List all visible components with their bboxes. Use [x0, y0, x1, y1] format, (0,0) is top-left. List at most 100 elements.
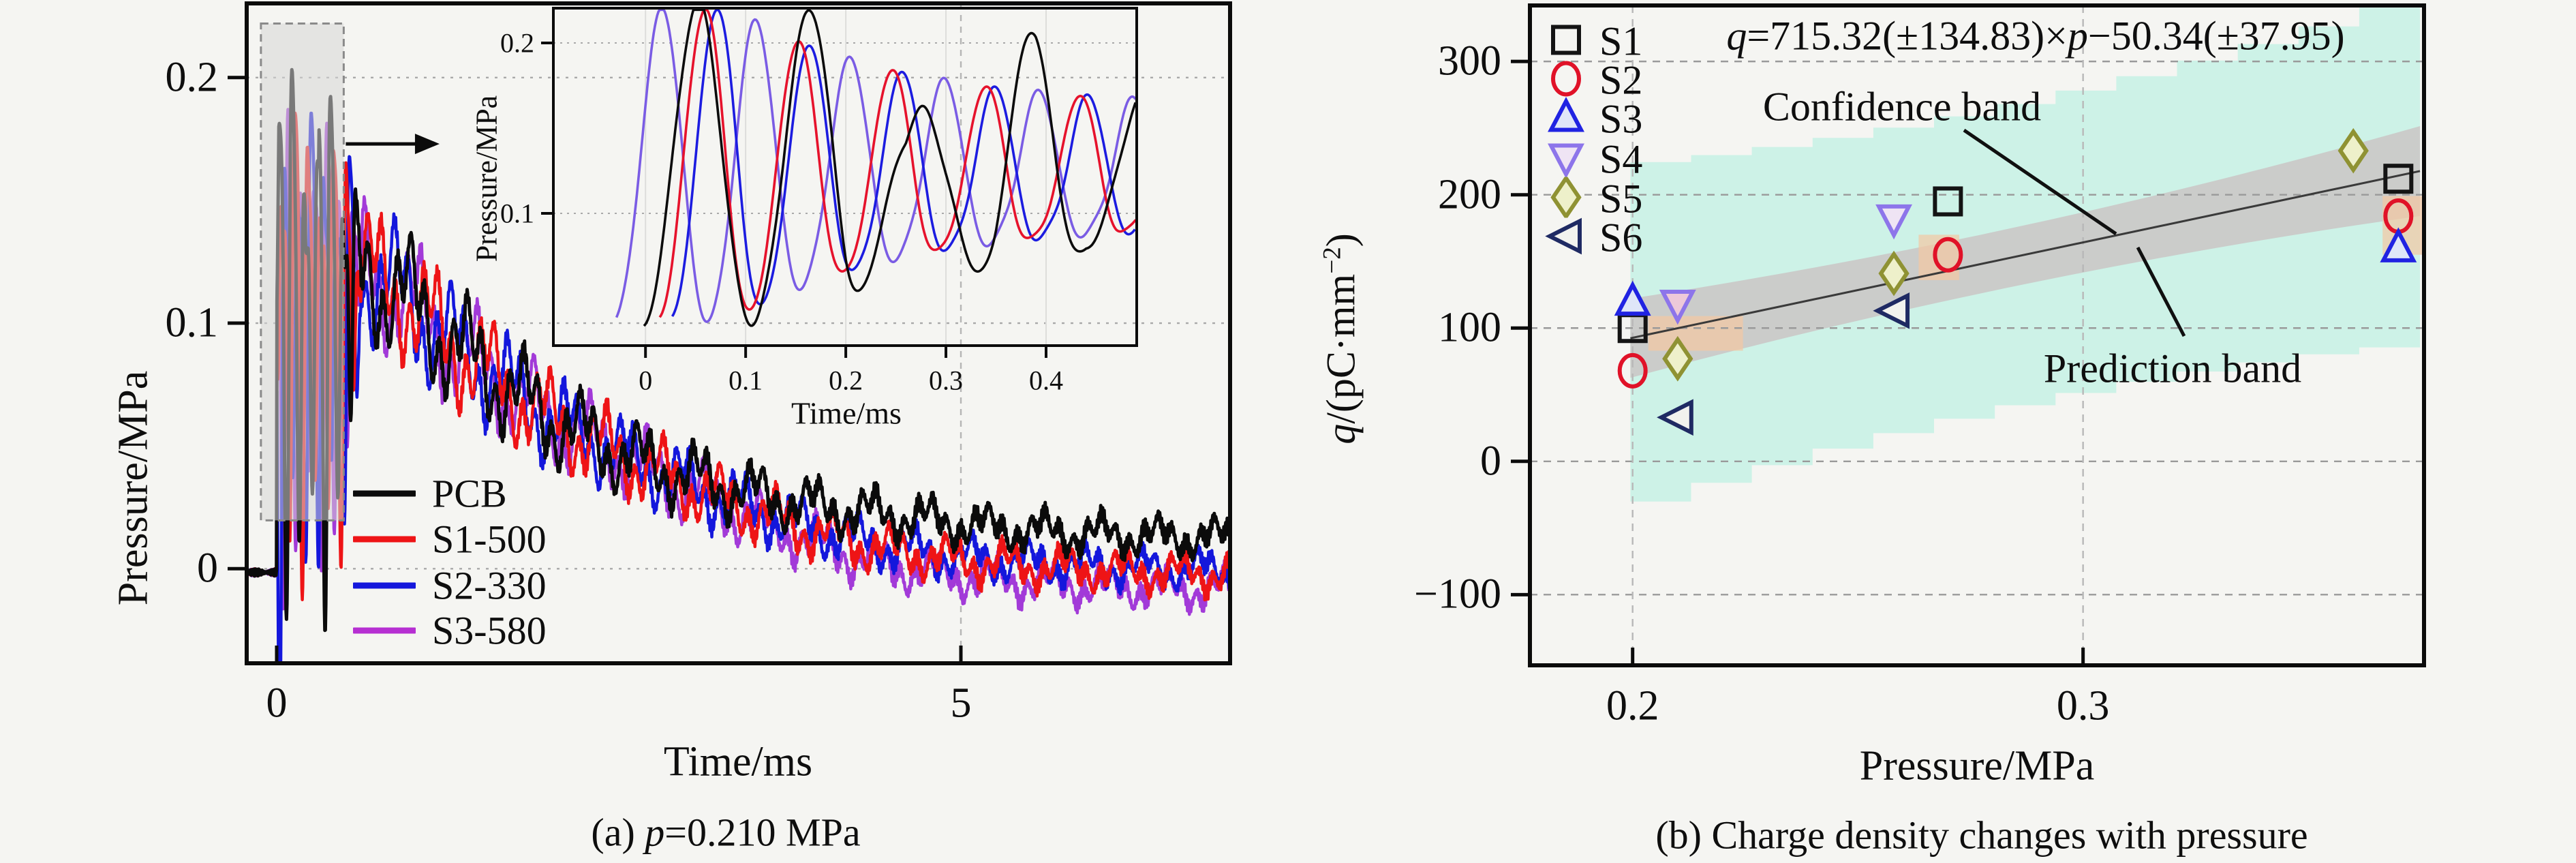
inset-y-axis-label: Pressure/MPa	[470, 95, 504, 262]
legend-item-s6: S6	[1542, 215, 1642, 262]
legend-label-pcb: PCB	[432, 471, 507, 516]
scatter-point-S2-0	[1617, 352, 1648, 389]
regression-equation: q=715.32(±134.83)×p−50.34(±37.95)	[1726, 13, 2344, 60]
equation-intercept: −50.34(±37.95)	[2087, 13, 2345, 59]
legend-label-s4: S4	[1599, 136, 1643, 182]
legend-label-s5: S5	[1599, 176, 1643, 222]
legend-item-pcb: PCB	[353, 471, 507, 517]
inset-ytick-label-0.2: 0.2	[500, 27, 534, 59]
legend-swatch-pcb	[353, 490, 416, 497]
left-ytick-label-0.1: 0.1	[165, 299, 219, 346]
scatter-point-S1-1	[1933, 186, 1963, 217]
legend-marker-s5	[1542, 175, 1590, 222]
scatter-point-S3-0	[1614, 280, 1651, 316]
caption-a-pressure-symbol: p	[645, 810, 665, 855]
equation-q: q	[1726, 13, 1747, 59]
legend-label-s1: S1	[1599, 18, 1643, 64]
legend-marker-s3	[1542, 97, 1590, 142]
legend-marker-svg-S4	[1548, 143, 1584, 179]
right-ylabel-q: q	[1318, 423, 1364, 444]
caption-a-value: =0.210 MPa	[664, 810, 861, 855]
scatter-point-S5-2	[2337, 127, 2369, 174]
fit-line	[1630, 170, 2421, 339]
caption-a-prefix: (a)	[591, 810, 645, 855]
left-xtick-label-5: 5	[950, 680, 972, 727]
scatter-point-S5-0	[1662, 335, 1693, 382]
left-chart	[228, 1, 1232, 665]
right-ylabel-exponent: −2	[1318, 247, 1347, 274]
scatter-point-S2-1	[1933, 237, 1963, 273]
legend-item-s3: S3	[1542, 96, 1642, 143]
right-ytick-label-0: 0	[1480, 438, 1501, 485]
inset-curve-S2-330	[671, 10, 1135, 318]
right-xtick-label-0.3: 0.3	[2056, 682, 2110, 729]
right-ytick-label-200: 200	[1438, 171, 1501, 218]
scatter-point-S5-1	[1878, 250, 1910, 297]
legend-label-s6: S6	[1599, 215, 1643, 260]
scatter-point-S1-2	[2383, 164, 2414, 194]
inset-xtick-label-0: 0	[639, 365, 653, 396]
left-curves	[248, 67, 1229, 662]
left-x-axis-label: Time/ms	[663, 738, 813, 785]
equation-slope: =715.32(±134.83)×	[1747, 13, 2068, 59]
legend-item-s5: S5	[1542, 175, 1643, 223]
legend-swatch-s2-330	[353, 582, 416, 589]
legend-marker-shape-S5	[1550, 175, 1582, 220]
inset-x-axis-label: Time/ms	[791, 395, 902, 431]
inset-xtick-label-0.2: 0.2	[829, 365, 863, 396]
legend-marker-shape-S4	[1548, 143, 1584, 179]
legend-marker-shape-S6	[1545, 217, 1582, 255]
legend-item-s2: S2	[1542, 57, 1642, 104]
legend-marker-s2	[1542, 59, 1590, 103]
zoom-arrow-head	[414, 134, 440, 155]
prediction-band-annotation: Prediction band	[2043, 346, 2302, 391]
scatter-point-S4-0	[1659, 290, 1696, 325]
equation-p: p	[2067, 13, 2088, 59]
legend-label-s3: S3	[1599, 96, 1643, 142]
scatter-point-S3-1	[2380, 227, 2417, 262]
inset-ytick-label-0.1: 0.1	[500, 198, 534, 229]
legend-marker-shape-S2	[1551, 61, 1581, 97]
inset-curves	[615, 10, 1135, 327]
right-ylabel-close: )	[1318, 233, 1364, 247]
confidence-band-annotation: Confidence band	[1762, 84, 2042, 130]
inset-border	[552, 7, 1138, 347]
inset-xtick-label-0.4: 0.4	[1029, 365, 1063, 396]
legend-swatch-s1-500	[353, 536, 416, 543]
scatter-point-S6-1	[1873, 292, 1910, 329]
legend-label-s3-580: S3-580	[432, 608, 547, 653]
legend-item-s2-330: S2-330	[353, 563, 547, 609]
prediction-pointer-line	[2136, 246, 2186, 337]
left-ytick-label-0: 0	[197, 545, 218, 592]
right-chart	[1511, 3, 2426, 667]
right-ytick-label-300: 300	[1438, 37, 1501, 85]
legend-marker-shape-S3	[1548, 97, 1584, 132]
left-xtick-label-0: 0	[266, 680, 288, 727]
legend-marker-shape-S1	[1551, 25, 1581, 55]
inset-xtick-label-0.1: 0.1	[729, 365, 763, 396]
left-ytick-label-0.2: 0.2	[165, 54, 219, 101]
confidence-band	[1630, 126, 2421, 378]
legend-item-s3-580: S3-580	[353, 608, 547, 654]
band-artifact-patch	[1648, 316, 1743, 351]
right-ytick-label-100: 100	[1438, 304, 1501, 351]
legend-item-s4: S4	[1542, 136, 1642, 183]
left-plot-border	[245, 1, 1232, 665]
right-plot-border	[1528, 3, 2426, 667]
confidence-pointer-line	[1963, 128, 2117, 236]
legend-marker-svg-S2	[1551, 61, 1581, 97]
legend-label-s2-330: S2-330	[432, 563, 547, 608]
legend-marker-svg-S5	[1550, 175, 1582, 220]
legend-marker-svg-S3	[1548, 97, 1584, 132]
inset-xtick-label-0.3: 0.3	[929, 365, 964, 396]
scatter-markers	[1614, 127, 2417, 436]
legend-item-s1: S1	[1542, 18, 1642, 65]
legend-swatch-s3-580	[353, 627, 416, 634]
right-ytick-label-−100: −100	[1414, 571, 1501, 618]
legend-marker-svg-S1	[1551, 25, 1581, 55]
right-xtick-label-0.2: 0.2	[1606, 682, 1659, 729]
scatter-point-S6-0	[1657, 399, 1693, 436]
legend-marker-s1	[1542, 20, 1590, 64]
